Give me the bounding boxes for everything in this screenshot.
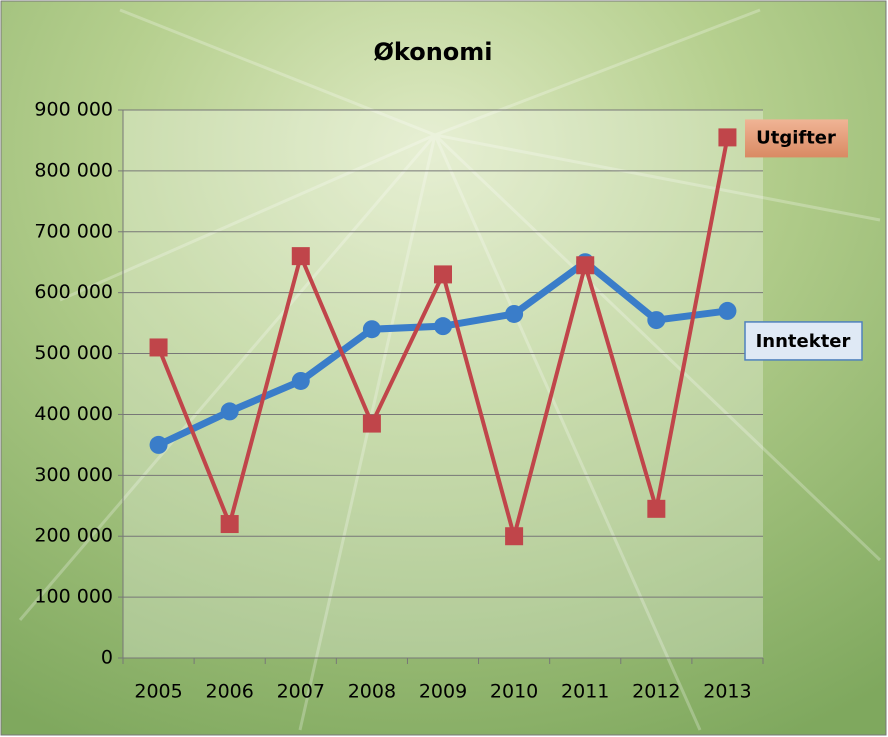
data-point xyxy=(220,515,239,534)
data-point xyxy=(718,301,737,320)
series-label: Inntekter xyxy=(756,331,851,352)
data-point xyxy=(220,402,239,421)
data-point xyxy=(434,317,452,336)
data-point xyxy=(647,311,666,330)
y-tick-label: 300 000 xyxy=(34,464,113,486)
data-point xyxy=(505,527,524,546)
series-label-box xyxy=(745,119,848,158)
x-tick-label: 2008 xyxy=(348,681,396,703)
x-tick-label: 2012 xyxy=(632,681,680,703)
x-tick-label: 2011 xyxy=(561,681,609,703)
y-tick-label: 700 000 xyxy=(34,220,113,242)
data-point xyxy=(434,265,452,284)
x-tick-label: 2013 xyxy=(703,681,751,703)
y-tick-label: 400 000 xyxy=(34,403,113,425)
data-point xyxy=(505,304,524,323)
y-tick-label: 900 000 xyxy=(34,99,113,121)
data-point xyxy=(647,499,666,518)
chart-title: Økonomi xyxy=(373,38,492,66)
y-tick-label: 500 000 xyxy=(34,342,113,364)
data-point xyxy=(149,338,168,357)
plot-area xyxy=(123,110,763,658)
y-tick-label: 600 000 xyxy=(34,281,113,303)
y-tick-label: 0 xyxy=(101,647,113,669)
x-tick-label: 2007 xyxy=(277,681,325,703)
y-tick-label: 100 000 xyxy=(34,586,113,608)
series-label-box xyxy=(744,321,863,361)
x-tick-label: 2010 xyxy=(490,681,538,703)
series-label: Utgifter xyxy=(756,127,836,148)
y-tick-label: 200 000 xyxy=(34,525,113,547)
data-point xyxy=(362,414,381,433)
data-point xyxy=(291,247,310,266)
data-point xyxy=(291,371,310,390)
y-tick-label: 800 000 xyxy=(34,159,113,181)
x-tick-label: 2005 xyxy=(134,681,182,703)
data-point xyxy=(362,320,381,339)
data-point xyxy=(576,256,595,275)
data-point xyxy=(149,435,168,454)
x-tick-label: 2006 xyxy=(205,681,253,703)
x-tick-label: 2009 xyxy=(419,681,467,703)
data-point xyxy=(718,128,737,147)
